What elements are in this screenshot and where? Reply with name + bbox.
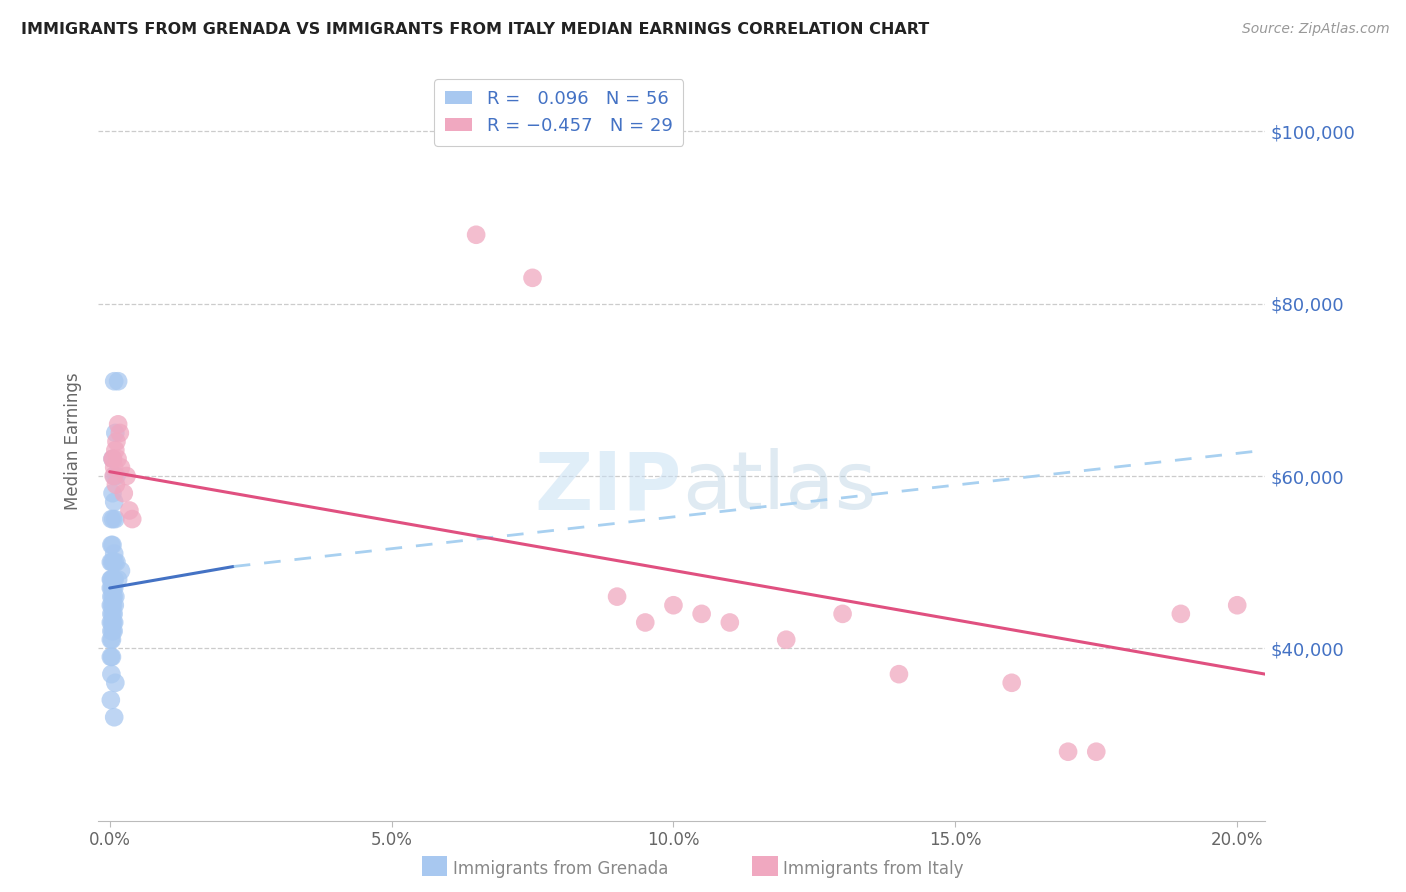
Point: [103, 469, 125, 483]
Point: [107, 451, 129, 466]
Point: [110, 460, 132, 475]
Point: [103, 710, 125, 724]
Point: [101, 512, 124, 526]
Point: [100, 573, 122, 587]
Point: [101, 451, 124, 466]
Point: [101, 555, 124, 569]
Point: [1085, 745, 1108, 759]
Point: [100, 693, 122, 707]
Point: [104, 477, 127, 491]
Point: [118, 503, 141, 517]
Point: [104, 443, 127, 458]
Point: [100, 624, 122, 639]
Point: [103, 624, 125, 639]
Point: [110, 564, 132, 578]
Point: [100, 615, 122, 630]
Point: [100, 599, 122, 613]
Point: [101, 615, 124, 630]
Point: [718, 615, 741, 630]
Point: [101, 649, 124, 664]
Point: [101, 599, 124, 613]
Point: [101, 607, 124, 621]
Point: [775, 632, 797, 647]
Point: [104, 512, 127, 526]
Point: [1226, 599, 1249, 613]
Point: [107, 374, 129, 388]
Point: [606, 590, 628, 604]
Point: [121, 512, 143, 526]
Point: [104, 675, 127, 690]
Point: [522, 270, 544, 285]
Point: [112, 486, 135, 500]
Point: [1170, 607, 1192, 621]
Point: [662, 599, 685, 613]
Legend: R =   0.096   N = 56, R = −0.457   N = 29: R = 0.096 N = 56, R = −0.457 N = 29: [434, 79, 683, 145]
Point: [101, 573, 124, 587]
Point: [103, 460, 125, 475]
Point: [103, 573, 125, 587]
Point: [1001, 675, 1024, 690]
Point: [104, 599, 127, 613]
Text: Immigrants from Grenada: Immigrants from Grenada: [453, 860, 668, 878]
Point: [103, 581, 125, 595]
Point: [100, 667, 122, 681]
Point: [101, 624, 124, 639]
Point: [107, 417, 129, 432]
Point: [115, 469, 138, 483]
Point: [104, 573, 127, 587]
Point: [101, 486, 124, 500]
Text: IMMIGRANTS FROM GRENADA VS IMMIGRANTS FROM ITALY MEDIAN EARNINGS CORRELATION CHA: IMMIGRANTS FROM GRENADA VS IMMIGRANTS FR…: [21, 22, 929, 37]
Point: [1057, 745, 1080, 759]
Point: [101, 538, 124, 552]
Point: [100, 555, 122, 569]
Point: [105, 434, 128, 449]
Point: [100, 607, 122, 621]
Point: [103, 607, 125, 621]
Point: [105, 469, 128, 483]
Point: [101, 632, 124, 647]
Point: [104, 555, 127, 569]
Point: [101, 590, 124, 604]
Text: ZIP: ZIP: [534, 448, 682, 526]
Point: [100, 538, 122, 552]
Point: [103, 547, 125, 561]
Text: atlas: atlas: [682, 448, 876, 526]
Point: [101, 581, 124, 595]
Point: [887, 667, 910, 681]
Point: [100, 649, 122, 664]
Point: [831, 607, 853, 621]
Point: [101, 555, 124, 569]
Point: [104, 590, 127, 604]
Point: [107, 573, 129, 587]
Point: [108, 425, 131, 440]
Point: [103, 495, 125, 509]
Point: [101, 615, 124, 630]
Point: [634, 615, 657, 630]
Point: [101, 451, 124, 466]
Y-axis label: Median Earnings: Median Earnings: [65, 373, 83, 510]
Point: [101, 581, 124, 595]
Point: [104, 425, 127, 440]
Point: [100, 632, 122, 647]
Point: [100, 581, 122, 595]
Point: [100, 512, 122, 526]
Point: [100, 590, 122, 604]
Point: [100, 573, 122, 587]
Point: [465, 227, 488, 242]
Point: [103, 615, 125, 630]
Point: [690, 607, 713, 621]
Point: [103, 374, 125, 388]
Point: [103, 590, 125, 604]
Point: [105, 555, 128, 569]
Text: Source: ZipAtlas.com: Source: ZipAtlas.com: [1241, 22, 1389, 37]
Point: [103, 469, 125, 483]
Point: [101, 599, 124, 613]
Point: [101, 451, 124, 466]
Text: Immigrants from Italy: Immigrants from Italy: [783, 860, 963, 878]
